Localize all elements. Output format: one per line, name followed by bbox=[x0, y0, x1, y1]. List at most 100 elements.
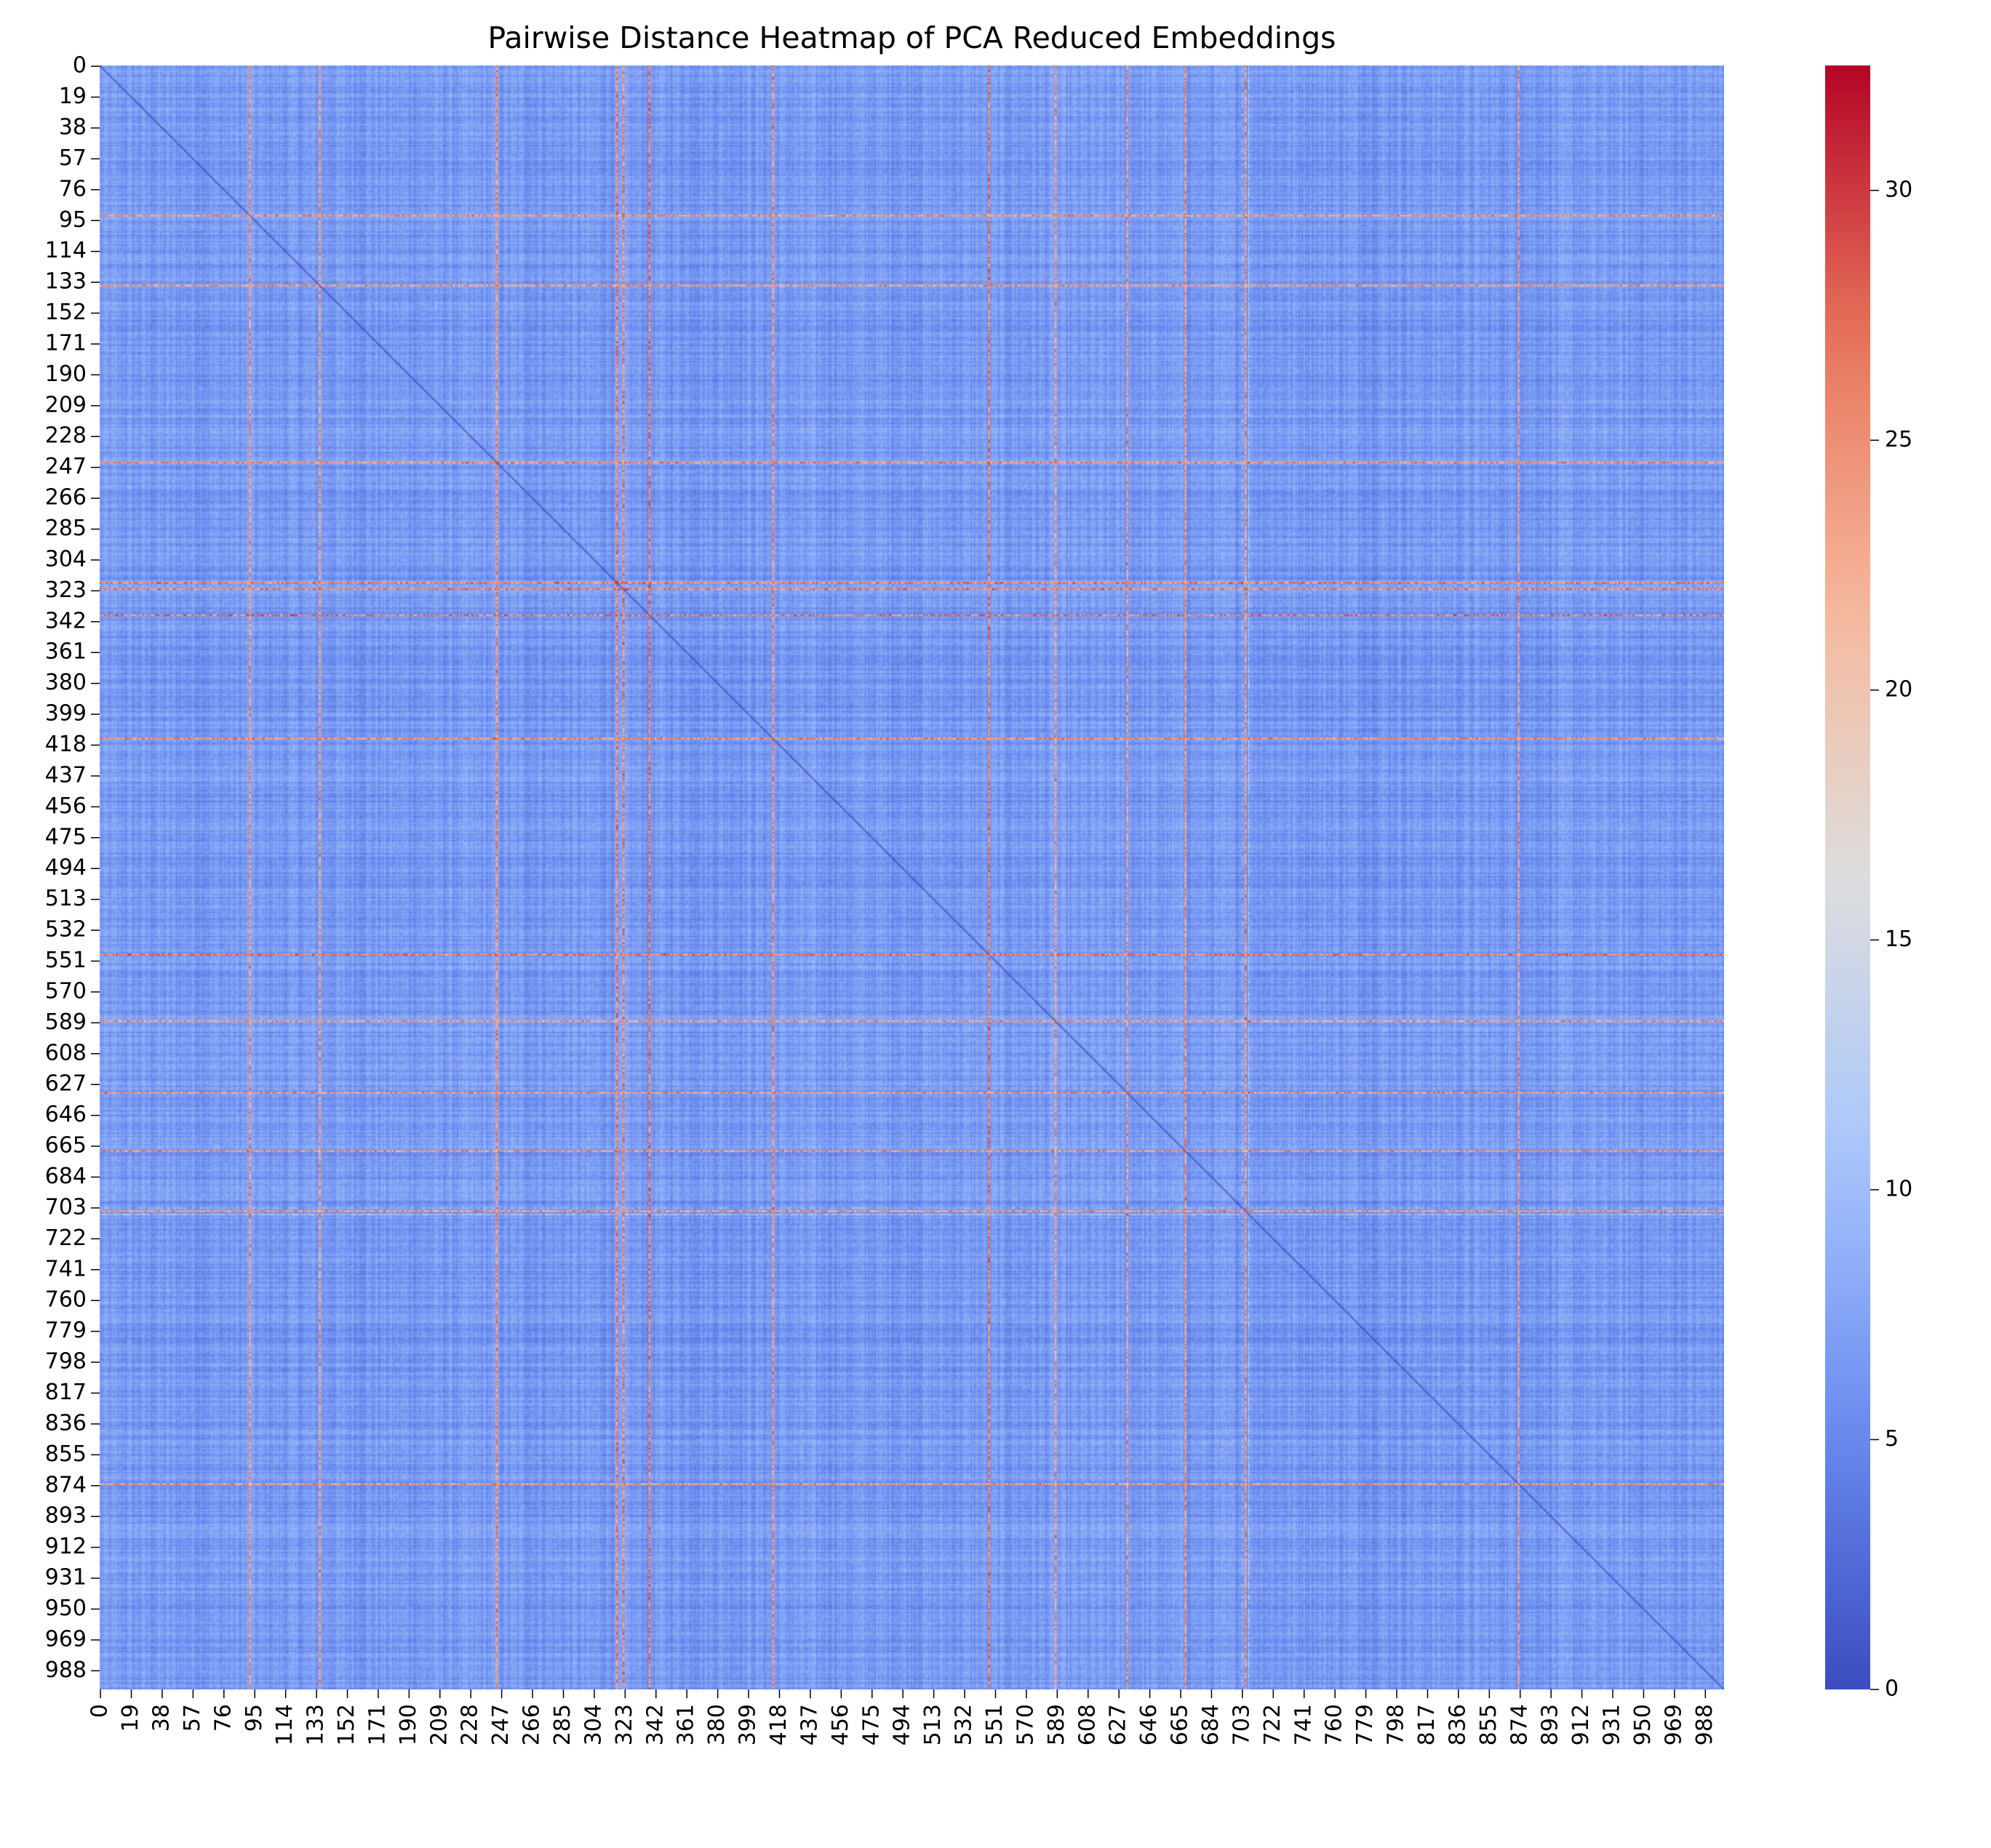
y-tick-label: 969 bbox=[45, 1626, 87, 1652]
x-tick-label: 361 bbox=[674, 1704, 699, 1745]
y-tick-label: 608 bbox=[45, 1040, 87, 1065]
x-tick-label: 703 bbox=[1229, 1704, 1254, 1745]
x-tick-label: 456 bbox=[828, 1704, 853, 1745]
y-tick-label: 399 bbox=[45, 701, 87, 727]
colorbar-bar bbox=[1825, 65, 1870, 1689]
y-tick-label: 38 bbox=[59, 114, 87, 140]
x-tick-label: 627 bbox=[1106, 1704, 1131, 1745]
y-tick-label: 171 bbox=[45, 330, 87, 356]
y-tick-label: 456 bbox=[45, 793, 87, 819]
x-tick-label: 418 bbox=[766, 1704, 791, 1745]
x-tick-label: 437 bbox=[797, 1704, 822, 1745]
y-tick-label: 475 bbox=[45, 824, 87, 849]
y-tick-label: 494 bbox=[45, 855, 87, 881]
y-tick-label: 114 bbox=[45, 238, 87, 263]
y-tick-label: 95 bbox=[59, 207, 87, 233]
colorbar-tick-label: 10 bbox=[1885, 1176, 1912, 1201]
y-tick-label: 228 bbox=[45, 423, 87, 449]
x-tick-label: 209 bbox=[426, 1704, 452, 1745]
x-tick-label: 988 bbox=[1692, 1704, 1717, 1745]
y-tick-label: 19 bbox=[59, 84, 87, 109]
x-tick-label: 38 bbox=[148, 1704, 174, 1732]
y-tick-label: 323 bbox=[45, 577, 87, 603]
x-tick-label: 133 bbox=[303, 1704, 329, 1745]
x-tick-label: 950 bbox=[1630, 1704, 1656, 1745]
x-tick-label: 190 bbox=[396, 1704, 421, 1745]
x-tick-label: 741 bbox=[1290, 1704, 1316, 1745]
colorbar: 0 5 10 15 20 25 30 bbox=[1825, 65, 1912, 1702]
x-tick-label: 760 bbox=[1322, 1704, 1347, 1745]
x-tick-label: 589 bbox=[1044, 1704, 1069, 1745]
x-tick-label: 152 bbox=[334, 1704, 359, 1745]
x-tick-label: 532 bbox=[951, 1704, 977, 1745]
colorbar-tick-label: 20 bbox=[1885, 676, 1912, 702]
y-tick-label: 627 bbox=[45, 1071, 87, 1097]
y-tick-label: 741 bbox=[45, 1256, 87, 1281]
x-tick-label: 171 bbox=[364, 1704, 390, 1745]
x-tick-label: 722 bbox=[1260, 1704, 1285, 1745]
y-tick-label: 684 bbox=[45, 1164, 87, 1189]
x-tick-label: 817 bbox=[1414, 1704, 1440, 1745]
y-tick-label: 304 bbox=[45, 546, 87, 572]
x-tick-label: 0 bbox=[87, 1704, 113, 1718]
y-tick-label: 703 bbox=[45, 1194, 87, 1220]
y-tick-label: 247 bbox=[45, 454, 87, 479]
x-tick-label: 399 bbox=[735, 1704, 761, 1745]
y-tick-label: 57 bbox=[59, 145, 87, 171]
y-tick-label: 950 bbox=[45, 1596, 87, 1621]
colorbar-tick-label: 25 bbox=[1885, 427, 1912, 452]
y-tick-label: 437 bbox=[45, 762, 87, 788]
heatmap-plot-area bbox=[100, 65, 1724, 1689]
y-tick-label: 779 bbox=[45, 1318, 87, 1343]
x-tick-label: 646 bbox=[1136, 1704, 1162, 1745]
y-tick-label: 855 bbox=[45, 1441, 87, 1467]
y-tick-label: 266 bbox=[45, 485, 87, 511]
colorbar-tick-label: 15 bbox=[1885, 927, 1912, 952]
x-tick-label: 513 bbox=[920, 1704, 946, 1745]
x-tick-label: 114 bbox=[272, 1704, 298, 1745]
y-tick-label: 874 bbox=[45, 1472, 87, 1497]
x-tick-label: 95 bbox=[242, 1704, 267, 1732]
x-tick-label: 380 bbox=[704, 1704, 730, 1745]
y-tick-label: 361 bbox=[45, 639, 87, 665]
x-tick-label: 323 bbox=[612, 1704, 637, 1745]
x-tick-label: 475 bbox=[858, 1704, 884, 1745]
x-tick-label: 494 bbox=[890, 1704, 915, 1745]
x-tick-label: 608 bbox=[1074, 1704, 1100, 1745]
colorbar-ticks: 0 5 10 15 20 25 30 bbox=[1870, 177, 1912, 1702]
y-tick-label: 570 bbox=[45, 978, 87, 1004]
y-tick-label: 380 bbox=[45, 670, 87, 695]
y-tick-label: 760 bbox=[45, 1287, 87, 1313]
x-tick-label: 285 bbox=[550, 1704, 575, 1745]
x-tick-label: 798 bbox=[1384, 1704, 1409, 1745]
y-tick-label: 342 bbox=[45, 608, 87, 633]
y-tick-label: 798 bbox=[45, 1349, 87, 1375]
y-tick-label: 817 bbox=[45, 1380, 87, 1405]
y-tick-label: 931 bbox=[45, 1565, 87, 1591]
x-tick-label: 304 bbox=[580, 1704, 606, 1745]
x-tick-label: 779 bbox=[1352, 1704, 1378, 1745]
x-axis: 0 19 38 57 76 95 114 133 152 171 190 209 228 247 266 28… bbox=[87, 1689, 1717, 1745]
x-tick-label: 551 bbox=[982, 1704, 1008, 1745]
y-tick-label: 893 bbox=[45, 1503, 87, 1529]
colorbar-tick-label: 30 bbox=[1885, 177, 1912, 202]
y-tick-label: 0 bbox=[73, 53, 87, 79]
y-tick-label: 665 bbox=[45, 1133, 87, 1159]
x-tick-label: 57 bbox=[180, 1704, 205, 1732]
y-tick-label: 988 bbox=[45, 1657, 87, 1683]
y-tick-label: 133 bbox=[45, 269, 87, 295]
x-tick-label: 931 bbox=[1600, 1704, 1625, 1745]
x-tick-label: 76 bbox=[210, 1704, 236, 1732]
colorbar-tick-label: 0 bbox=[1885, 1676, 1899, 1702]
x-tick-label: 912 bbox=[1568, 1704, 1594, 1745]
x-tick-label: 247 bbox=[488, 1704, 514, 1745]
y-tick-label: 836 bbox=[45, 1410, 87, 1436]
y-tick-label: 532 bbox=[45, 917, 87, 943]
x-tick-label: 893 bbox=[1538, 1704, 1563, 1745]
x-tick-label: 266 bbox=[519, 1704, 545, 1745]
x-tick-label: 969 bbox=[1661, 1704, 1686, 1745]
y-axis: 0 19 38 57 76 95 114 133 152 171 190 209 228 247 266 28… bbox=[45, 53, 100, 1683]
x-tick-label: 684 bbox=[1198, 1704, 1224, 1745]
colorbar-tick-label: 5 bbox=[1885, 1426, 1899, 1452]
